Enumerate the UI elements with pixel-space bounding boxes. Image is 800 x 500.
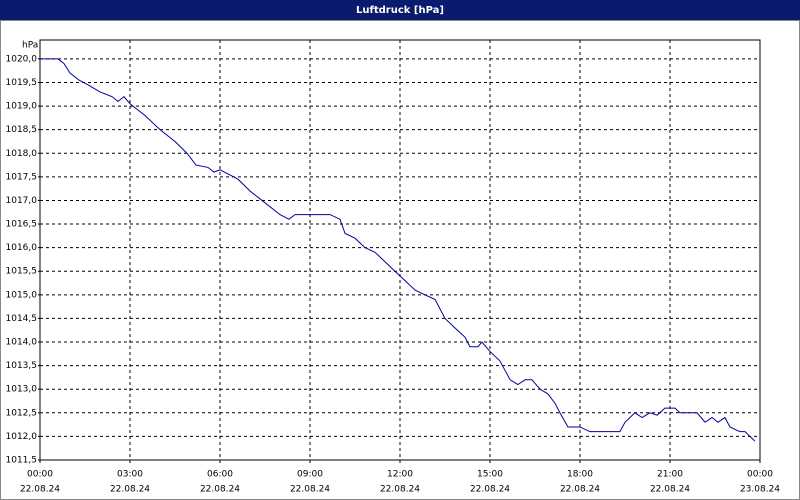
chart-title: Luftdruck [hPa] xyxy=(356,5,444,16)
y-tick-label: 1014,5 xyxy=(6,314,38,324)
y-tick-label: 1018,0 xyxy=(6,149,38,159)
y-tick-label: 1019,0 xyxy=(6,102,38,112)
x-tick-date: 22.08.24 xyxy=(560,485,600,495)
title-bar xyxy=(0,0,800,20)
y-tick-label: 1017,5 xyxy=(6,172,38,182)
x-tick-label: 15:00 xyxy=(477,470,503,480)
y-tick-label: 1012,0 xyxy=(6,432,38,442)
x-tick-date: 22.08.24 xyxy=(20,485,60,495)
x-tick-label: 03:00 xyxy=(117,470,143,480)
x-tick-label: 00:00 xyxy=(747,470,773,480)
x-tick-label: 00:00 xyxy=(27,470,53,480)
x-tick-label: 06:00 xyxy=(207,470,233,480)
y-tick-label: 1012,5 xyxy=(6,408,38,418)
y-tick-label: 1014,0 xyxy=(6,338,38,348)
y-tick-label: 1013,0 xyxy=(6,385,38,395)
y-tick-label: 1013,5 xyxy=(6,361,38,371)
x-tick-label: 12:00 xyxy=(387,470,413,480)
y-tick-label: 1016,0 xyxy=(6,243,38,253)
y-unit: hPa xyxy=(22,41,38,51)
x-tick-label: 09:00 xyxy=(297,470,323,480)
y-tick-label: 1017,0 xyxy=(6,196,38,206)
x-tick-date: 22.08.24 xyxy=(470,485,510,495)
x-tick-label: 18:00 xyxy=(567,470,593,480)
x-tick-date: 22.08.24 xyxy=(200,485,240,495)
x-tick-date: 22.08.24 xyxy=(650,485,690,495)
x-tick-date: 22.08.24 xyxy=(380,485,420,495)
x-tick-date: 22.08.24 xyxy=(110,485,150,495)
x-tick-date: 22.08.24 xyxy=(290,485,330,495)
y-tick-label: 1016,5 xyxy=(6,220,38,230)
y-tick-label: 1015,0 xyxy=(6,290,38,300)
x-tick-date: 23.08.24 xyxy=(740,485,780,495)
y-tick-label: 1015,5 xyxy=(6,267,38,277)
y-tick-label: 1011,5 xyxy=(6,456,38,466)
y-tick-label: 1018,5 xyxy=(6,125,38,135)
x-tick-label: 21:00 xyxy=(657,470,683,480)
y-tick-label: 1020,0 xyxy=(6,54,38,64)
line xyxy=(40,58,756,442)
y-tick-label: 1019,5 xyxy=(6,78,38,88)
